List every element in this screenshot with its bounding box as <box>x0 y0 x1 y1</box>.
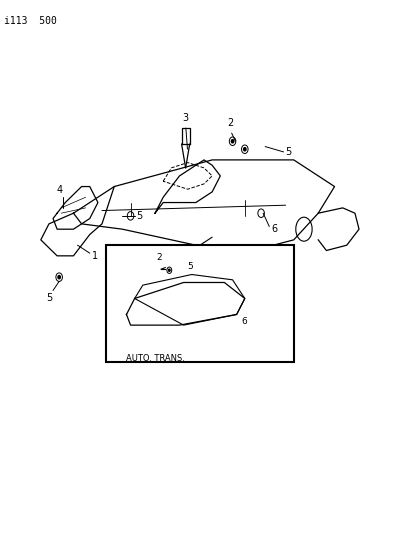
Bar <box>106 245 294 362</box>
Text: i113  500: i113 500 <box>4 16 57 26</box>
Circle shape <box>58 276 60 279</box>
Text: 1: 1 <box>92 251 98 261</box>
Text: 2: 2 <box>227 118 234 128</box>
Circle shape <box>244 148 246 151</box>
Text: 5: 5 <box>286 147 292 157</box>
Text: AUTO. TRANS.: AUTO. TRANS. <box>126 354 185 364</box>
Text: 6: 6 <box>271 224 277 234</box>
Text: 2: 2 <box>156 253 162 262</box>
Text: 5: 5 <box>187 262 193 271</box>
Circle shape <box>231 140 234 143</box>
Circle shape <box>169 269 170 271</box>
Text: 3: 3 <box>182 112 189 123</box>
Text: 4: 4 <box>56 184 62 195</box>
Text: 5: 5 <box>137 211 143 221</box>
Text: 6: 6 <box>242 317 247 326</box>
Text: 5: 5 <box>46 293 52 303</box>
